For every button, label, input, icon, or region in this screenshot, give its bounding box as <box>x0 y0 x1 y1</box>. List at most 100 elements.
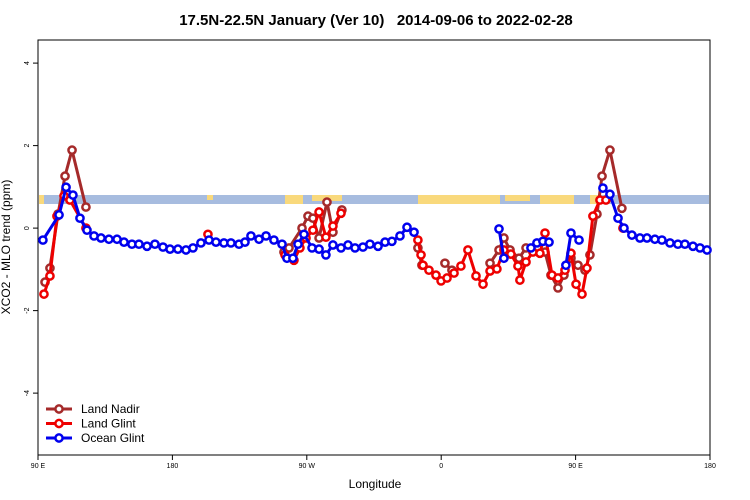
data-point <box>553 283 563 293</box>
data-point <box>365 239 375 250</box>
data-point <box>173 244 183 255</box>
data-point <box>506 249 516 259</box>
data-point <box>605 189 615 200</box>
ocean-strip <box>39 195 709 204</box>
data-point <box>642 233 652 243</box>
data-point <box>246 231 256 241</box>
y-axis-label: XCO2 - MLO trend (ppm) <box>0 180 13 315</box>
data-point <box>119 237 129 247</box>
land-strip <box>207 195 213 200</box>
data-point <box>150 239 160 250</box>
x-axis-label: Longitude <box>349 477 402 491</box>
data-point <box>293 239 303 250</box>
data-point <box>328 221 338 231</box>
data-point <box>513 261 523 271</box>
data-point <box>134 239 144 250</box>
data-point <box>409 227 419 238</box>
data-point <box>308 225 318 236</box>
data-point <box>424 265 434 276</box>
data-point <box>336 208 346 219</box>
data-point <box>413 235 423 245</box>
data-point <box>416 250 426 260</box>
data-point <box>619 223 629 233</box>
data-point <box>561 260 571 271</box>
data-point <box>61 182 71 193</box>
data-point <box>277 239 287 250</box>
data-point <box>431 270 441 280</box>
data-point <box>515 275 525 285</box>
data-point <box>188 243 198 253</box>
data-point <box>39 289 49 299</box>
data-point <box>573 260 583 271</box>
legend-label: Land Nadir <box>81 402 140 416</box>
data-point <box>449 268 459 278</box>
y-tick-label: 2 <box>24 144 31 148</box>
data-point <box>577 289 587 299</box>
land-strip <box>505 195 530 201</box>
data-point <box>540 228 550 238</box>
data-point <box>165 244 175 255</box>
data-point <box>402 222 412 233</box>
land-strip <box>39 195 44 204</box>
legend-swatch-point <box>54 433 64 443</box>
data-point <box>456 261 466 271</box>
x-tick-label: 90 W <box>299 463 316 470</box>
data-point <box>463 245 473 255</box>
data-point <box>299 229 309 240</box>
x-tick-label: 90 E <box>568 463 583 470</box>
data-point <box>211 237 221 247</box>
legend-swatch-point <box>54 404 64 414</box>
data-point <box>442 273 452 283</box>
land-strip <box>285 195 303 204</box>
data-point <box>598 183 608 193</box>
data-point <box>521 257 531 267</box>
data-point <box>350 243 360 253</box>
data-point <box>96 233 106 243</box>
data-point <box>485 258 495 269</box>
data-point <box>68 190 78 200</box>
data-point <box>553 273 563 283</box>
data-point <box>38 235 48 245</box>
data-point <box>67 145 77 155</box>
data-point <box>321 232 331 243</box>
data-point <box>82 225 92 236</box>
data-point <box>45 271 55 281</box>
legend-label: Ocean Glint <box>81 431 145 445</box>
data-point <box>314 244 324 255</box>
data-point <box>288 253 298 264</box>
data-point <box>617 203 627 214</box>
x-tick-label: 0 <box>439 463 443 470</box>
y-tick-label: 4 <box>24 61 31 65</box>
data-point <box>75 213 85 224</box>
y-tick-label: -4 <box>24 390 31 396</box>
data-point <box>665 238 675 248</box>
data-point <box>104 234 114 245</box>
y-tick-label: 0 <box>24 226 31 230</box>
chart-title: 17.5N-22.5N January (Ver 10) 2014-09-06 … <box>179 12 573 29</box>
data-point <box>499 253 509 264</box>
land-strip <box>418 195 500 204</box>
data-point <box>571 279 581 290</box>
legend-swatch-point <box>54 418 64 429</box>
data-point <box>226 238 236 248</box>
data-point <box>54 210 64 220</box>
data-point <box>657 235 667 245</box>
land-strip <box>590 195 600 204</box>
data-point <box>478 279 488 290</box>
data-point <box>328 240 338 250</box>
x-tick-label: 90 E <box>31 463 46 470</box>
data-point <box>322 197 332 207</box>
data-point <box>574 235 584 245</box>
data-point <box>60 171 70 181</box>
data-point <box>492 264 502 274</box>
data-point <box>284 243 294 253</box>
legend-label: Land Glint <box>81 417 136 431</box>
data-point <box>269 235 279 245</box>
data-point <box>418 260 428 271</box>
data-point <box>196 238 206 248</box>
data-point <box>566 228 576 238</box>
data-point <box>613 213 623 224</box>
land-strip <box>540 195 574 204</box>
